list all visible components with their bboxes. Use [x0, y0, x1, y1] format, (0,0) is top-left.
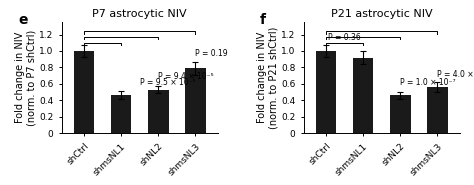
Text: P = 0.36: P = 0.36: [328, 33, 361, 42]
Bar: [353, 58, 374, 133]
Y-axis label: Fold change in NIV
(norm. to P21 shCtrl): Fold change in NIV (norm. to P21 shCtrl): [256, 26, 278, 129]
Bar: [316, 51, 336, 133]
Title: P7 astrocytic NIV: P7 astrocytic NIV: [92, 9, 187, 19]
Text: P = 1.0 × 10⁻⁷: P = 1.0 × 10⁻⁷: [401, 78, 456, 87]
Text: e: e: [18, 13, 27, 27]
Title: P21 astrocytic NIV: P21 astrocytic NIV: [331, 9, 432, 19]
Y-axis label: Fold change in NIV
(norm. to P7 shCtrl): Fold change in NIV (norm. to P7 shCtrl): [15, 30, 36, 126]
Bar: [73, 51, 94, 133]
Text: P = 9.5 × 10⁻⁵: P = 9.5 × 10⁻⁵: [140, 78, 195, 87]
Text: P = 0.19: P = 0.19: [195, 49, 228, 58]
Text: P = 9.4 × 10⁻⁵: P = 9.4 × 10⁻⁵: [158, 72, 214, 81]
Bar: [390, 95, 410, 133]
Text: P = 4.0 × 10⁻⁷: P = 4.0 × 10⁻⁷: [438, 70, 474, 79]
Bar: [148, 90, 168, 133]
Bar: [111, 95, 131, 133]
Bar: [427, 87, 448, 133]
Bar: [185, 68, 206, 133]
Text: f: f: [260, 13, 266, 27]
